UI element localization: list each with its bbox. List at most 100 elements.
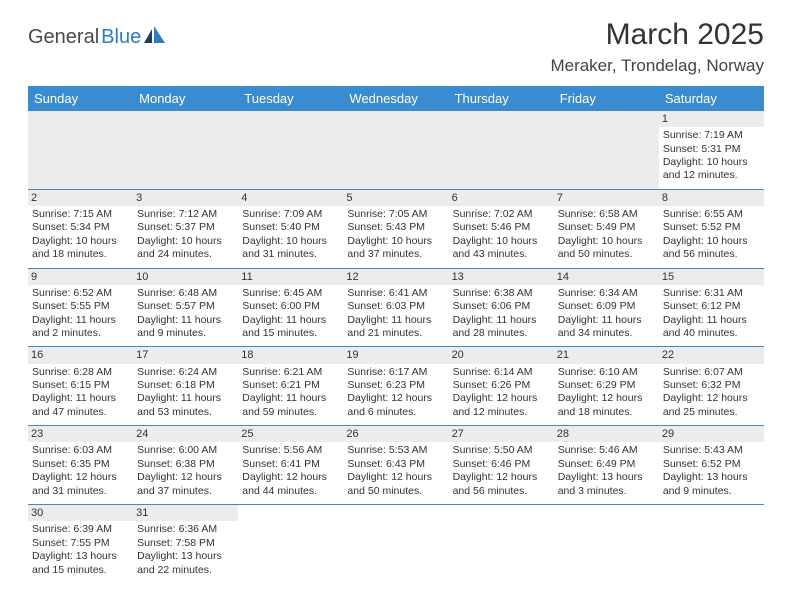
day-number: 6 (449, 190, 554, 206)
sunset-text: Sunset: 6:12 PM (663, 300, 760, 313)
daylight-text: Daylight: 11 hours and 47 minutes. (32, 392, 129, 419)
daylight-text: Daylight: 11 hours and 2 minutes. (32, 314, 129, 341)
daylight-text: Daylight: 11 hours and 53 minutes. (137, 392, 234, 419)
calendar-cell: 3Sunrise: 7:12 AMSunset: 5:37 PMDaylight… (133, 189, 238, 268)
calendar-row: 16Sunrise: 6:28 AMSunset: 6:15 PMDayligh… (28, 347, 764, 426)
calendar-cell (449, 505, 554, 583)
sunrise-text: Sunrise: 6:36 AM (137, 523, 234, 536)
daylight-text: Daylight: 11 hours and 28 minutes. (453, 314, 550, 341)
daylight-text: Daylight: 11 hours and 21 minutes. (347, 314, 444, 341)
sunrise-text: Sunrise: 6:48 AM (137, 287, 234, 300)
sunrise-text: Sunrise: 6:10 AM (558, 366, 655, 379)
calendar-cell (554, 505, 659, 583)
sunrise-text: Sunrise: 6:34 AM (558, 287, 655, 300)
calendar-cell: 8Sunrise: 6:55 AMSunset: 5:52 PMDaylight… (659, 189, 764, 268)
calendar-cell: 23Sunrise: 6:03 AMSunset: 6:35 PMDayligh… (28, 426, 133, 505)
sunrise-text: Sunrise: 5:46 AM (558, 444, 655, 457)
daylight-text: Daylight: 12 hours and 37 minutes. (137, 471, 234, 498)
sunrise-text: Sunrise: 5:56 AM (242, 444, 339, 457)
calendar-cell: 18Sunrise: 6:21 AMSunset: 6:21 PMDayligh… (238, 347, 343, 426)
sunset-text: Sunset: 5:31 PM (663, 143, 760, 156)
sunset-text: Sunset: 6:52 PM (663, 458, 760, 471)
daylight-text: Daylight: 11 hours and 59 minutes. (242, 392, 339, 419)
day-number: 25 (238, 426, 343, 442)
day-number: 17 (133, 347, 238, 363)
daylight-text: Daylight: 12 hours and 50 minutes. (347, 471, 444, 498)
sunrise-text: Sunrise: 7:05 AM (347, 208, 444, 221)
day-number: 20 (449, 347, 554, 363)
sunrise-text: Sunrise: 7:19 AM (663, 129, 760, 142)
weekday-header-row: Sunday Monday Tuesday Wednesday Thursday… (28, 86, 764, 111)
daylight-text: Daylight: 13 hours and 3 minutes. (558, 471, 655, 498)
day-number: 27 (449, 426, 554, 442)
calendar-cell: 13Sunrise: 6:38 AMSunset: 6:06 PMDayligh… (449, 268, 554, 347)
day-number: 3 (133, 190, 238, 206)
calendar-cell: 30Sunrise: 6:39 AMSunset: 7:55 PMDayligh… (28, 505, 133, 583)
sunset-text: Sunset: 6:29 PM (558, 379, 655, 392)
daylight-text: Daylight: 12 hours and 31 minutes. (32, 471, 129, 498)
calendar-cell (28, 111, 133, 189)
sunset-text: Sunset: 5:43 PM (347, 221, 444, 234)
calendar-cell: 21 Sunrise: 6:10 AMSunset: 6:29 PMDayligh… (554, 347, 659, 426)
calendar-cell: 16Sunrise: 6:28 AMSunset: 6:15 PMDayligh… (28, 347, 133, 426)
sunset-text: Sunset: 6:15 PM (32, 379, 129, 392)
page-header: GeneralBlue March 2025 Meraker, Trondela… (28, 18, 764, 84)
daylight-text: Daylight: 13 hours and 9 minutes. (663, 471, 760, 498)
sunset-text: Sunset: 5:52 PM (663, 221, 760, 234)
weekday-header: Sunday (28, 86, 133, 111)
weekday-header: Saturday (659, 86, 764, 111)
daylight-text: Daylight: 12 hours and 6 minutes. (347, 392, 444, 419)
calendar-cell (343, 505, 448, 583)
calendar-cell (554, 111, 659, 189)
day-number: 21 (554, 347, 659, 363)
daylight-text: Daylight: 10 hours and 43 minutes. (453, 235, 550, 262)
sunrise-text: Sunrise: 6:07 AM (663, 366, 760, 379)
daylight-text: Daylight: 13 hours and 22 minutes. (137, 550, 234, 577)
day-number: 31 (133, 505, 238, 521)
daylight-text: Daylight: 10 hours and 12 minutes. (663, 156, 760, 183)
weekday-header: Wednesday (343, 86, 448, 111)
sunset-text: Sunset: 6:49 PM (558, 458, 655, 471)
logo-text-blue: Blue (101, 26, 141, 49)
calendar-cell: 6Sunrise: 7:02 AMSunset: 5:46 PMDaylight… (449, 189, 554, 268)
calendar-cell: 17Sunrise: 6:24 AMSunset: 6:18 PMDayligh… (133, 347, 238, 426)
sunrise-text: Sunrise: 7:09 AM (242, 208, 339, 221)
weekday-header: Thursday (449, 86, 554, 111)
day-number: 12 (343, 269, 448, 285)
sunrise-text: Sunrise: 6:28 AM (32, 366, 129, 379)
calendar-cell: 26Sunrise: 5:53 AMSunset: 6:43 PMDayligh… (343, 426, 448, 505)
day-number: 8 (659, 190, 764, 206)
sunrise-text: Sunrise: 6:58 AM (558, 208, 655, 221)
sunset-text: Sunset: 6:09 PM (558, 300, 655, 313)
daylight-text: Daylight: 12 hours and 18 minutes. (558, 392, 655, 419)
daylight-text: Daylight: 11 hours and 34 minutes. (558, 314, 655, 341)
daylight-text: Daylight: 12 hours and 12 minutes. (453, 392, 550, 419)
sunrise-text: Sunrise: 6:31 AM (663, 287, 760, 300)
sunrise-text: Sunrise: 6:41 AM (347, 287, 444, 300)
weekday-header: Friday (554, 86, 659, 111)
daylight-text: Daylight: 10 hours and 18 minutes. (32, 235, 129, 262)
calendar-cell: 10Sunrise: 6:48 AMSunset: 5:57 PMDayligh… (133, 268, 238, 347)
calendar-cell: 22Sunrise: 6:07 AMSunset: 6:32 PMDayligh… (659, 347, 764, 426)
calendar-cell: 24Sunrise: 6:00 AMSunset: 6:38 PMDayligh… (133, 426, 238, 505)
sunset-text: Sunset: 6:03 PM (347, 300, 444, 313)
weekday-header: Monday (133, 86, 238, 111)
daylight-text: Daylight: 10 hours and 31 minutes. (242, 235, 339, 262)
daylight-text: Daylight: 12 hours and 44 minutes. (242, 471, 339, 498)
daylight-text: Daylight: 11 hours and 15 minutes. (242, 314, 339, 341)
calendar-cell: 1Sunrise: 7:19 AMSunset: 5:31 PMDaylight… (659, 111, 764, 189)
sunset-text: Sunset: 5:34 PM (32, 221, 129, 234)
calendar-cell (449, 111, 554, 189)
sunset-text: Sunset: 5:55 PM (32, 300, 129, 313)
sunset-text: Sunset: 5:46 PM (453, 221, 550, 234)
sunset-text: Sunset: 5:57 PM (137, 300, 234, 313)
day-number: 24 (133, 426, 238, 442)
sunset-text: Sunset: 5:49 PM (558, 221, 655, 234)
calendar-cell: 2Sunrise: 7:15 AMSunset: 5:34 PMDaylight… (28, 189, 133, 268)
calendar-cell: 28Sunrise: 5:46 AMSunset: 6:49 PMDayligh… (554, 426, 659, 505)
sunrise-text: Sunrise: 6:45 AM (242, 287, 339, 300)
calendar-cell: 29Sunrise: 5:43 AMSunset: 6:52 PMDayligh… (659, 426, 764, 505)
daylight-text: Daylight: 13 hours and 15 minutes. (32, 550, 129, 577)
sunset-text: Sunset: 7:55 PM (32, 537, 129, 550)
sunrise-text: Sunrise: 7:12 AM (137, 208, 234, 221)
